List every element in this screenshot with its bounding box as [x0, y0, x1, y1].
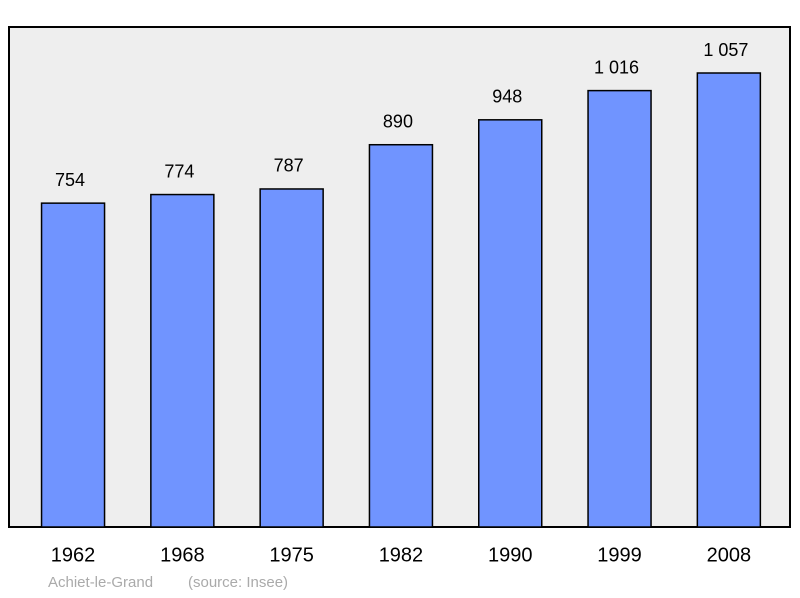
value-label: 948 — [492, 87, 522, 107]
x-tick-label: 1975 — [269, 544, 314, 566]
x-tick-label: 2008 — [707, 544, 752, 566]
bar — [150, 193, 215, 528]
bar — [696, 72, 762, 528]
source-caption: (source: Insee) — [188, 574, 288, 591]
value-label: 1 057 — [703, 40, 748, 60]
x-tick-label: 1990 — [488, 544, 533, 566]
place-caption: Achiet-le-Grand — [48, 574, 153, 591]
x-tick-label: 1968 — [160, 544, 205, 566]
value-label: 787 — [274, 156, 304, 176]
bar — [40, 202, 106, 528]
bar — [587, 89, 652, 528]
value-label: 1 016 — [594, 57, 639, 77]
value-label: 774 — [164, 161, 194, 181]
value-label: 754 — [55, 170, 85, 190]
x-tick-label: 1982 — [379, 544, 424, 566]
x-tick-label: 1962 — [51, 544, 96, 566]
bar — [478, 119, 543, 528]
value-label: 890 — [383, 111, 413, 131]
bar — [259, 188, 324, 528]
bar — [368, 143, 434, 528]
x-tick-label: 1999 — [597, 544, 642, 566]
